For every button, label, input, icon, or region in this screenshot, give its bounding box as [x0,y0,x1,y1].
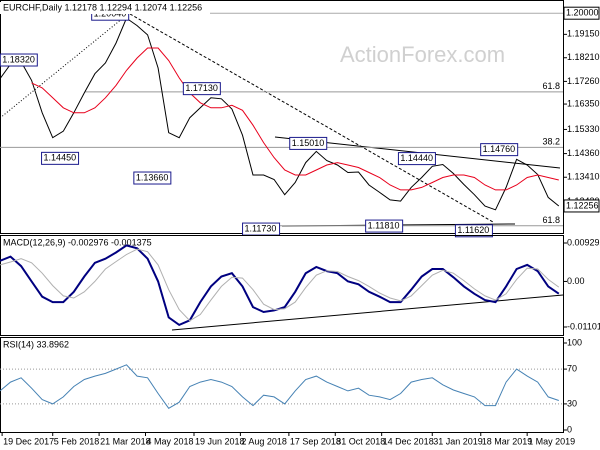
panel-frame [0,337,564,433]
price-annotation [182,82,221,96]
price-annotation-label: 1.11810 [368,220,400,230]
price-annotation [0,53,38,67]
current-price-label: 1.12256 [566,200,599,210]
price-annotation [41,151,80,165]
retracement-label: 61.8 [542,215,560,225]
price-annotation [365,219,404,233]
price-annotation [480,143,519,157]
y-tick-label: 1.16350 [567,98,600,108]
panel-title: RSI(14) 33.8962 [3,339,69,349]
trend-line [0,13,129,119]
price-annotation [454,224,493,238]
price-annotation [289,136,328,150]
x-tick-label: 31 Jan 2019 [433,436,483,446]
price-annotation-label: 1.13660 [136,172,169,182]
x-tick-label: 14 Dec 2018 [383,436,434,446]
price-annotation-label: 1.15010 [292,138,325,148]
price-annotation-label: 1.14450 [44,153,77,163]
x-tick-label: 21 Mar 2018 [100,436,151,446]
x-tick-label: 2 Aug 2018 [241,436,287,446]
y-tick-label: 30 [567,398,577,408]
y-tick-label: 0.00 [567,276,585,286]
x-tick-label: 17 Sep 2018 [290,436,341,446]
price-annotation-label: 1.11730 [245,223,277,233]
y-tick-label: 1.18210 [567,52,600,62]
level-box [563,6,600,20]
series-line [0,17,560,211]
series-line [0,248,560,322]
x-tick-label: 19 Dec 2017 [3,436,54,446]
series-line [0,364,559,409]
watermark: ActionForex.com [340,42,505,67]
y-tick-label: 1.14360 [567,148,600,158]
retracement-label: 38.2 [542,137,560,147]
x-tick-label: 18 Mar 2019 [482,436,533,446]
x-tick-label: 31 Oct 2018 [336,436,385,446]
level-label: 1.20000 [566,8,599,18]
price-annotation [133,171,172,185]
y-tick-label: 0 [567,424,572,434]
price-annotation-label: 1.18320 [2,54,35,64]
retracement-label: 61.8 [542,81,560,91]
panel-frame [0,0,564,234]
y-tick-label: 1.19150 [567,29,600,39]
panel-frame [0,235,564,336]
y-tick-label: 70 [567,363,577,373]
x-tick-label: 4 May 2018 [146,436,193,446]
y-tick-label: 1.17260 [567,76,600,86]
price-annotation-label: 1.14440 [400,153,433,163]
trend-line [171,294,564,331]
x-tick-label: 5 Feb 2018 [54,436,100,446]
current-price-box [563,199,600,213]
price-annotation-label: 1.14760 [483,144,516,154]
series-line [31,47,559,191]
x-tick-label: 19 Jun 2018 [195,436,245,446]
y-tick-label: -0.011015 [567,321,600,331]
price-annotation [397,152,436,166]
header-box [0,2,210,14]
price-annotation-label: 1.11620 [457,225,489,235]
y-tick-label: 1.13410 [567,172,600,182]
y-tick-label: 100 [567,337,582,347]
panel-title: MACD(12,26,9) -0.002976 -0.001375 [3,237,152,247]
y-tick-label: 1.15330 [567,124,600,134]
price-annotation-label: 1.17130 [185,83,218,93]
y-tick-label: 0.009292 [567,237,600,247]
x-tick-label: 1 May 2019 [528,436,575,446]
chart-header: EURCHF,Daily 1.12178 1.12294 1.12074 1.1… [3,2,202,12]
